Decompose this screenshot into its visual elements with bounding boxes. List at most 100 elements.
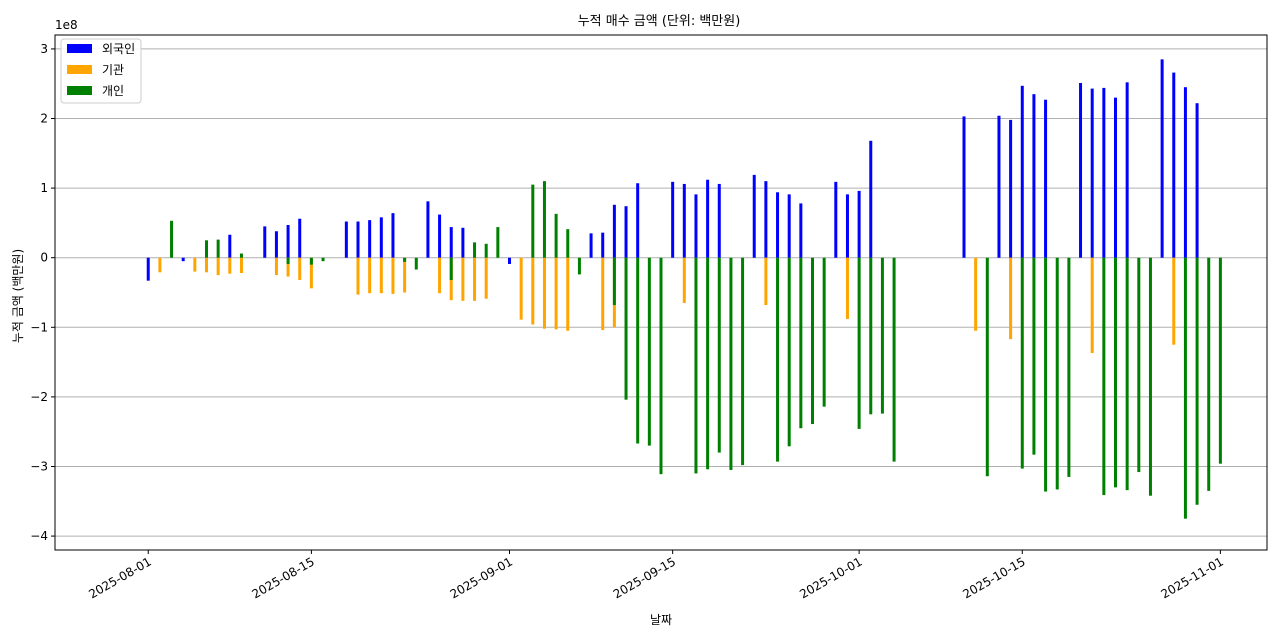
bar (1067, 257, 1071, 477)
bar (158, 257, 162, 273)
bar (776, 257, 780, 462)
bar (985, 257, 989, 477)
bar (764, 181, 768, 258)
bar (473, 242, 477, 258)
bar (799, 257, 803, 429)
bar (356, 221, 360, 258)
bar (484, 243, 488, 258)
legend-swatch (67, 44, 92, 53)
bar (1160, 59, 1164, 258)
x-tick-label: 2025-09-01 (448, 554, 515, 601)
x-tick-label: 2025-08-01 (86, 554, 153, 601)
x-tick-label: 2025-08-15 (249, 554, 316, 601)
bar (239, 253, 243, 258)
bar (601, 257, 605, 331)
y-tick-label: 0 (40, 251, 48, 265)
bar (799, 203, 803, 258)
bar (368, 257, 372, 294)
y-tick-label: 2 (40, 112, 48, 126)
bar (414, 257, 418, 270)
x-tick-label: 2025-09-15 (611, 554, 678, 601)
bar (880, 257, 884, 414)
bar (1090, 88, 1094, 258)
bar (787, 257, 791, 447)
bar (694, 194, 698, 258)
bar (228, 257, 232, 274)
bar (589, 233, 593, 258)
bar (869, 257, 873, 415)
bar (356, 257, 360, 295)
bar (461, 227, 465, 258)
bar (321, 257, 325, 262)
y-tick-label: −2 (30, 390, 48, 404)
bar (1183, 257, 1187, 519)
bar (1102, 257, 1106, 496)
bar (1207, 257, 1211, 491)
y-axis-label: 누적 금액 (백만원) (11, 249, 25, 343)
bar (239, 257, 243, 274)
bar (1148, 257, 1152, 496)
y-offset-label: 1e8 (55, 18, 78, 32)
bar (1009, 257, 1013, 340)
bar (216, 239, 220, 258)
bar (449, 227, 453, 258)
bar (181, 257, 185, 262)
bar (566, 257, 570, 331)
y-tick-label: 1 (40, 181, 48, 195)
bar (682, 257, 686, 303)
bar (542, 257, 546, 329)
plot-frame (54, 34, 1268, 551)
bar (845, 257, 849, 319)
bar (1195, 103, 1199, 258)
y-tick-label: 3 (40, 42, 48, 56)
bar (659, 257, 663, 475)
bar (391, 257, 395, 294)
bar (496, 227, 500, 258)
bar (601, 232, 605, 258)
x-tick-label: 2025-10-15 (960, 554, 1027, 601)
bar (1102, 87, 1106, 258)
legend-label: 개인 (102, 84, 124, 98)
bar (554, 213, 558, 258)
bar (834, 181, 838, 258)
x-tick-label: 2025-11-01 (1158, 554, 1225, 601)
bar (484, 257, 488, 299)
bar (449, 257, 453, 280)
bar (205, 240, 208, 258)
bar (857, 190, 861, 258)
bar (216, 257, 220, 276)
bar (1183, 87, 1187, 258)
bar (508, 257, 511, 264)
bar (379, 257, 383, 294)
axes (54, 34, 1268, 551)
bar (741, 257, 745, 466)
bar (438, 214, 442, 258)
bar (776, 192, 780, 258)
y-axis-ticks: −4 −3 −2 −1 0 1 2 3 (30, 42, 55, 543)
bar (1020, 85, 1024, 258)
bar (205, 257, 208, 273)
bar (962, 116, 966, 258)
y-tick-label: −1 (30, 320, 48, 334)
bar (682, 183, 686, 258)
bar (1125, 82, 1129, 258)
bar (473, 257, 477, 301)
bar (309, 257, 313, 265)
bar (298, 257, 302, 280)
legend-label: 외국인 (102, 42, 135, 56)
bar (1009, 119, 1013, 258)
bar (1218, 257, 1222, 464)
bar (542, 181, 546, 258)
bar (286, 257, 290, 277)
bar (1044, 99, 1048, 258)
bar (426, 201, 430, 258)
bar (1114, 257, 1117, 488)
bar (1137, 257, 1141, 473)
bar (438, 257, 442, 294)
bar (892, 257, 896, 462)
bar (531, 184, 535, 258)
bar (1079, 83, 1083, 258)
bar (752, 174, 756, 258)
bar (146, 257, 150, 281)
bar (997, 115, 1001, 258)
